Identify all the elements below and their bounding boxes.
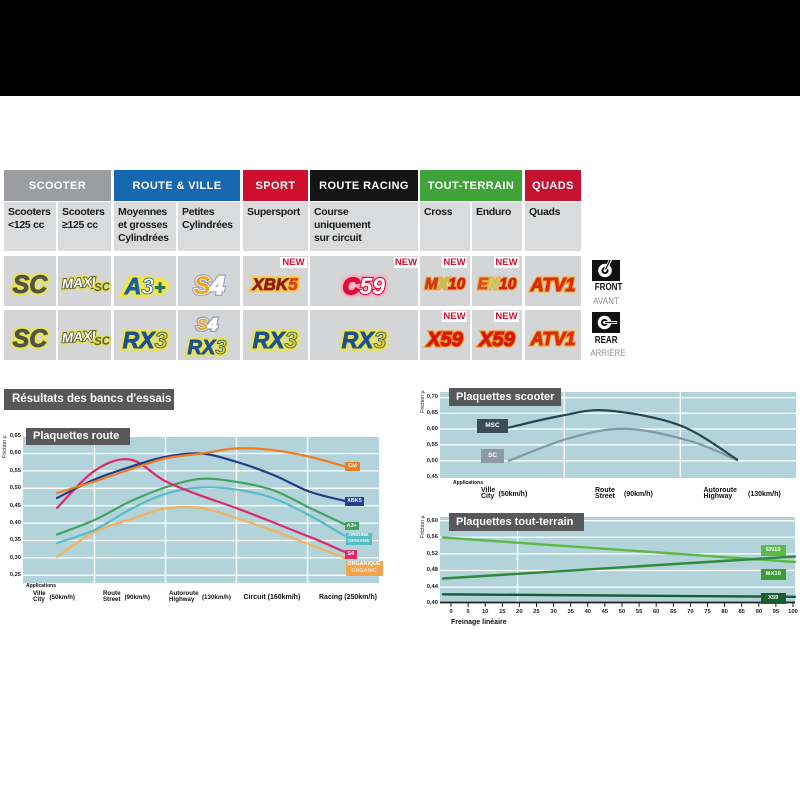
svg-text:MX10: MX10 (425, 276, 466, 293)
svg-text:ATV1: ATV1 (530, 275, 576, 295)
svg-text:EN10: EN10 (478, 276, 517, 293)
svg-text:S4: S4 (197, 315, 218, 334)
svg-text:MAXI: MAXI (61, 274, 96, 291)
svg-text:-SC: -SC (90, 335, 111, 348)
svg-text:S4: S4 (197, 315, 218, 334)
svg-text:RX3: RX3 (342, 327, 387, 353)
svg-text:-SC: -SC (90, 335, 111, 348)
svg-text:-SC: -SC (90, 281, 111, 294)
svg-text:X59: X59 (478, 329, 515, 351)
svg-text:EN10: EN10 (478, 276, 517, 293)
svg-text:SC: SC (13, 271, 49, 299)
svg-text:C59: C59 (343, 273, 385, 299)
svg-text:RX3: RX3 (188, 337, 227, 359)
svg-text:MAXI: MAXI (61, 328, 96, 345)
svg-text:MAXI: MAXI (61, 328, 96, 345)
svg-text:MAXI: MAXI (61, 274, 96, 291)
svg-text:RX3: RX3 (253, 327, 298, 353)
svg-text:XBK5: XBK5 (251, 275, 298, 294)
svg-text:MX10: MX10 (425, 276, 466, 293)
svg-text:RX3: RX3 (123, 327, 168, 353)
svg-text:X59: X59 (426, 329, 463, 351)
svg-text:SC: SC (13, 325, 49, 353)
svg-text:-SC: -SC (90, 281, 111, 294)
svg-text:S4: S4 (194, 272, 225, 300)
svg-text:MAXI: MAXI (61, 328, 96, 345)
svg-text:ATV1: ATV1 (530, 329, 576, 349)
svg-text:C59: C59 (343, 273, 385, 299)
svg-text:A3+: A3+ (123, 273, 167, 299)
svg-text:X59: X59 (426, 329, 463, 351)
svg-text:SC: SC (13, 271, 49, 299)
svg-text:RX3: RX3 (253, 327, 298, 353)
svg-text:ATV1: ATV1 (530, 329, 576, 349)
svg-text:S4: S4 (197, 315, 218, 334)
svg-text:X59: X59 (478, 329, 515, 351)
svg-text:A3+: A3+ (124, 273, 166, 299)
svg-text:XBK5: XBK5 (251, 275, 298, 294)
svg-text:ATV1: ATV1 (530, 275, 576, 295)
svg-text:C59: C59 (343, 273, 385, 299)
svg-text:MAXI: MAXI (61, 274, 96, 291)
svg-text:SC: SC (13, 325, 49, 353)
svg-text:S4: S4 (194, 272, 225, 300)
svg-text:RX3: RX3 (342, 327, 387, 353)
svg-text:S4: S4 (194, 272, 225, 300)
svg-text:RX3: RX3 (123, 327, 168, 353)
svg-text:RX3: RX3 (188, 337, 227, 359)
